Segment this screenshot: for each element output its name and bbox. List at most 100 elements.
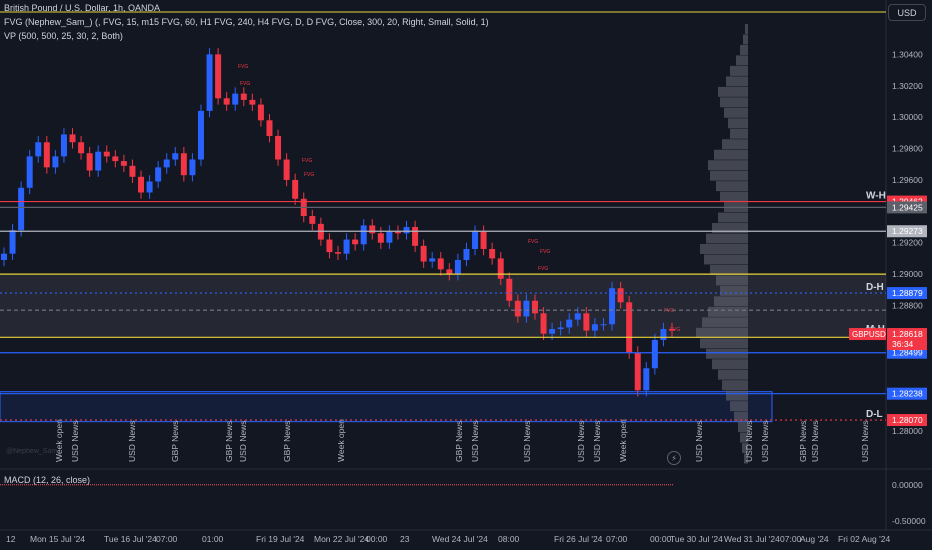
time-tick: 08:00	[498, 534, 520, 544]
volume-profile-bar	[742, 443, 748, 454]
candle-body	[386, 231, 393, 243]
volume-profile-bar	[730, 128, 748, 139]
chart-grid	[0, 0, 932, 531]
volume-profile-bar	[710, 264, 748, 275]
fvg-indicator-legend[interactable]: FVG (Nephew_Sam_) (, FVG, 15, m15 FVG, 6…	[4, 17, 489, 27]
volume-profile-bar	[702, 317, 748, 328]
fvg-tag: FVG	[304, 172, 314, 178]
candle-body	[377, 233, 384, 243]
price-axis[interactable]: 1.294621.294251.292731.288791.285971.284…	[849, 49, 927, 436]
fvg-tag: FVG	[538, 266, 548, 272]
time-axis[interactable]: 12 Mon 15 Jul '24 Tue 16 Jul '24 07:00 01:00…	[6, 534, 890, 544]
volume-profile-bar	[706, 233, 748, 244]
news-marker: USD News	[70, 420, 80, 462]
volume-profile-bar	[722, 139, 748, 150]
volume-profile-bar	[740, 44, 748, 55]
time-tick: Tue 16 Jul '24	[104, 534, 157, 544]
candle-body	[514, 300, 521, 317]
candle-body	[223, 98, 230, 105]
price-label-bg	[887, 225, 927, 238]
price-tick: 1.29200	[892, 238, 923, 248]
candle-body	[9, 230, 16, 254]
vp-indicator-legend[interactable]: VP (500, 500, 25, 30, 2, Both)	[4, 31, 123, 41]
volume-profile-bar	[720, 285, 748, 296]
volume-profile-bar	[720, 191, 748, 202]
candle-body	[1, 253, 7, 260]
candle-body	[78, 142, 85, 154]
candle-body	[480, 231, 487, 249]
candle-body	[660, 329, 667, 341]
news-marker: USD News	[522, 420, 532, 462]
candle-body	[617, 288, 624, 303]
news-marker: Week open	[618, 419, 628, 462]
news-marker: Week open	[336, 419, 346, 462]
candle-body	[626, 302, 633, 353]
symbol-tag: GBPUSD	[852, 330, 886, 339]
price-tick: 1.29800	[892, 144, 923, 154]
candle-body	[266, 120, 273, 136]
news-marker: USD News	[238, 420, 248, 462]
volume-profile-bar	[714, 149, 748, 160]
volume-profile-bar	[726, 76, 748, 87]
time-tick: Fri 19 Jul '24	[256, 534, 305, 544]
volume-profile-bar	[712, 223, 748, 234]
price-label: 1.29273	[892, 226, 923, 236]
volume-profile-bar	[716, 181, 748, 192]
volume-profile-bar	[730, 401, 748, 412]
time-tick: 01:00	[202, 534, 224, 544]
candle-body	[52, 156, 59, 168]
candle-body	[669, 329, 675, 331]
level-lines: W-HD-HW-LD-LM-H	[0, 11, 886, 421]
price-tick: 1.28000	[892, 426, 923, 436]
symbol-tag-bg	[849, 328, 886, 341]
candle-body	[215, 54, 222, 99]
volume-profile-bar	[708, 160, 748, 171]
candle-body	[403, 227, 410, 234]
news-marker: USD News	[576, 420, 586, 462]
volume-profile-bar	[712, 359, 748, 370]
news-marker: USD News	[127, 420, 137, 462]
macd-legend[interactable]: MACD (12, 26, close)	[4, 475, 91, 485]
news-marker: GBP News	[454, 421, 464, 462]
watermark: @Nephew_Sam_	[6, 448, 61, 455]
volume-profile-bar	[706, 348, 748, 359]
level-label: W-H	[866, 191, 886, 202]
currency-button[interactable]: USD	[888, 4, 926, 21]
candle-body	[412, 227, 419, 246]
volume-profile-bar	[722, 380, 748, 391]
news-marker: USD News	[694, 420, 704, 462]
volume-profile-bar	[718, 86, 748, 97]
volume-profile-bar	[710, 170, 748, 181]
macd-tick: -0.50000	[892, 516, 926, 526]
volume-profile-bar	[718, 212, 748, 223]
candle-body	[189, 159, 196, 176]
lightning-icon[interactable]: ⚡	[667, 451, 681, 465]
time-tick: 07:00	[780, 534, 802, 544]
time-tick: Aug '24	[800, 534, 829, 544]
candle-body	[146, 181, 153, 193]
fvg-tag: FVG	[302, 158, 312, 164]
candle-body	[232, 93, 239, 105]
candle-body	[326, 239, 333, 253]
candle-body	[309, 216, 316, 224]
candle-body	[35, 142, 42, 157]
price-label: 1.28879	[892, 288, 923, 298]
level-label: D-H	[866, 282, 884, 293]
candle-body	[86, 153, 93, 171]
candle-body	[112, 156, 119, 162]
candle-body	[180, 153, 187, 176]
fvg-tag: FVG	[238, 64, 248, 70]
candle-body	[429, 258, 436, 262]
candle-body	[531, 300, 538, 314]
volume-profile-bar	[728, 118, 748, 129]
candle-body	[583, 313, 590, 331]
volume-profile	[696, 24, 748, 464]
candle-body	[420, 245, 427, 262]
candle-body	[155, 167, 162, 182]
volume-profile-bar	[738, 422, 748, 433]
news-marker: USD News	[860, 420, 870, 462]
candle-body	[574, 313, 581, 320]
volume-profile-bar	[700, 244, 748, 254]
candle-body	[437, 258, 444, 270]
